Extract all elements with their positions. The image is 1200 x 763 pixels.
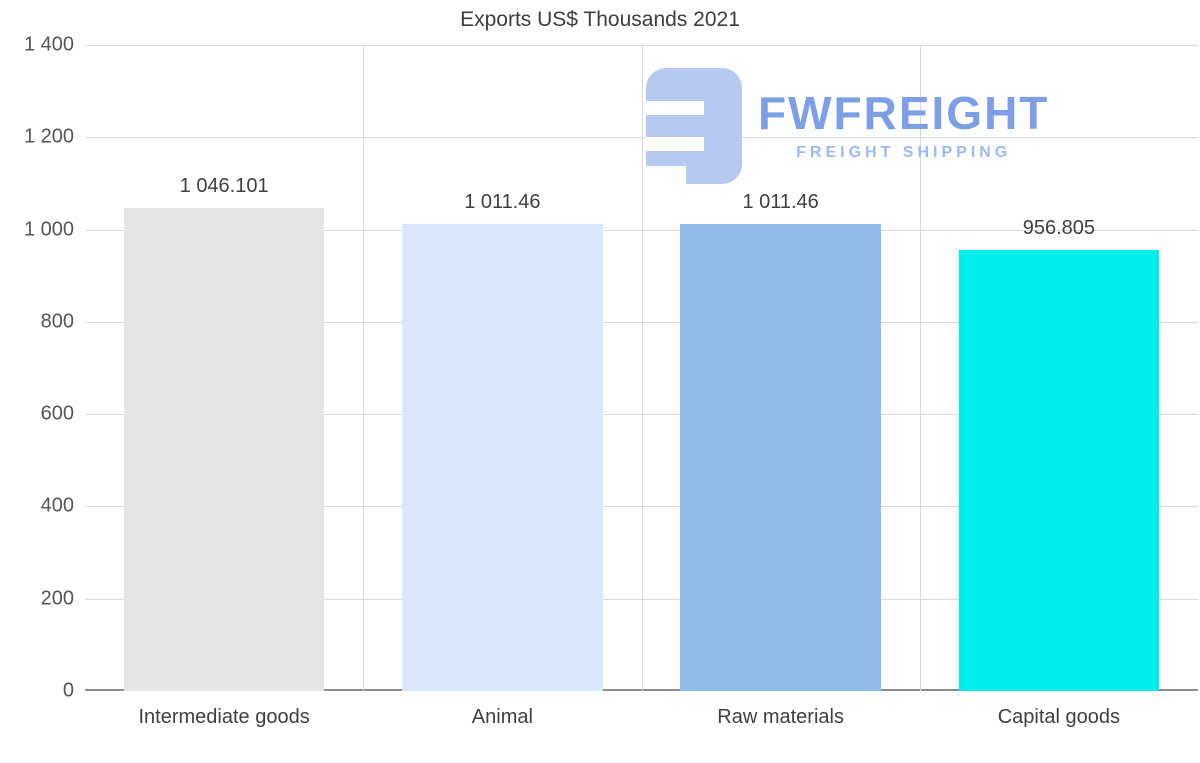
bar-value-label: 1 011.46 — [464, 191, 541, 214]
watermark-text-block: FWFREIGHT FREIGHT SHIPPING — [758, 90, 1049, 162]
y-tick-label: 400 — [40, 494, 74, 517]
watermark-tagline: FREIGHT SHIPPING — [796, 144, 1012, 161]
x-category-label: Intermediate goods — [138, 706, 310, 728]
y-axis: 0 200 400 600 800 1 000 1 200 1 400 — [0, 34, 74, 702]
watermark-brand: FWFREIGHT — [758, 87, 1050, 139]
bar-value-label: 956.805 — [1022, 216, 1096, 239]
y-tick-label: 0 — [62, 679, 74, 702]
bar-animal — [402, 224, 603, 691]
y-tick-label: 600 — [40, 402, 74, 425]
y-tick-label: 1 000 — [23, 218, 74, 241]
fwfreight-logo-icon — [646, 68, 742, 184]
bar-capital-goods — [958, 249, 1160, 691]
y-tick-label: 800 — [40, 310, 74, 333]
y-tick-label: 200 — [40, 587, 74, 610]
y-tick-label: 1 400 — [23, 33, 74, 56]
bar-raw-materials — [680, 224, 881, 691]
watermark: FWFREIGHT FREIGHT SHIPPING — [646, 68, 1049, 184]
x-category-label: Capital goods — [997, 706, 1121, 728]
x-axis-labels: Intermediate goods Animal Raw materials Cap… — [85, 706, 1198, 729]
v-gridline — [641, 45, 643, 691]
v-gridline — [363, 45, 365, 691]
v-gridline — [919, 45, 921, 691]
chart-title: Exports US$ Thousands 2021 — [460, 8, 740, 31]
bar-value-label: 1 011.46 — [742, 191, 819, 214]
x-category-label: Raw materials — [717, 706, 844, 728]
bar-intermediate-goods — [123, 208, 325, 691]
plot-area: 1 046.101 1 011.46 1 011.46 956.805 — [85, 45, 1198, 691]
bar-value-label: 1 046.101 — [179, 175, 269, 198]
y-tick-label: 1 200 — [23, 125, 74, 148]
x-category-label: Animal — [471, 706, 533, 728]
